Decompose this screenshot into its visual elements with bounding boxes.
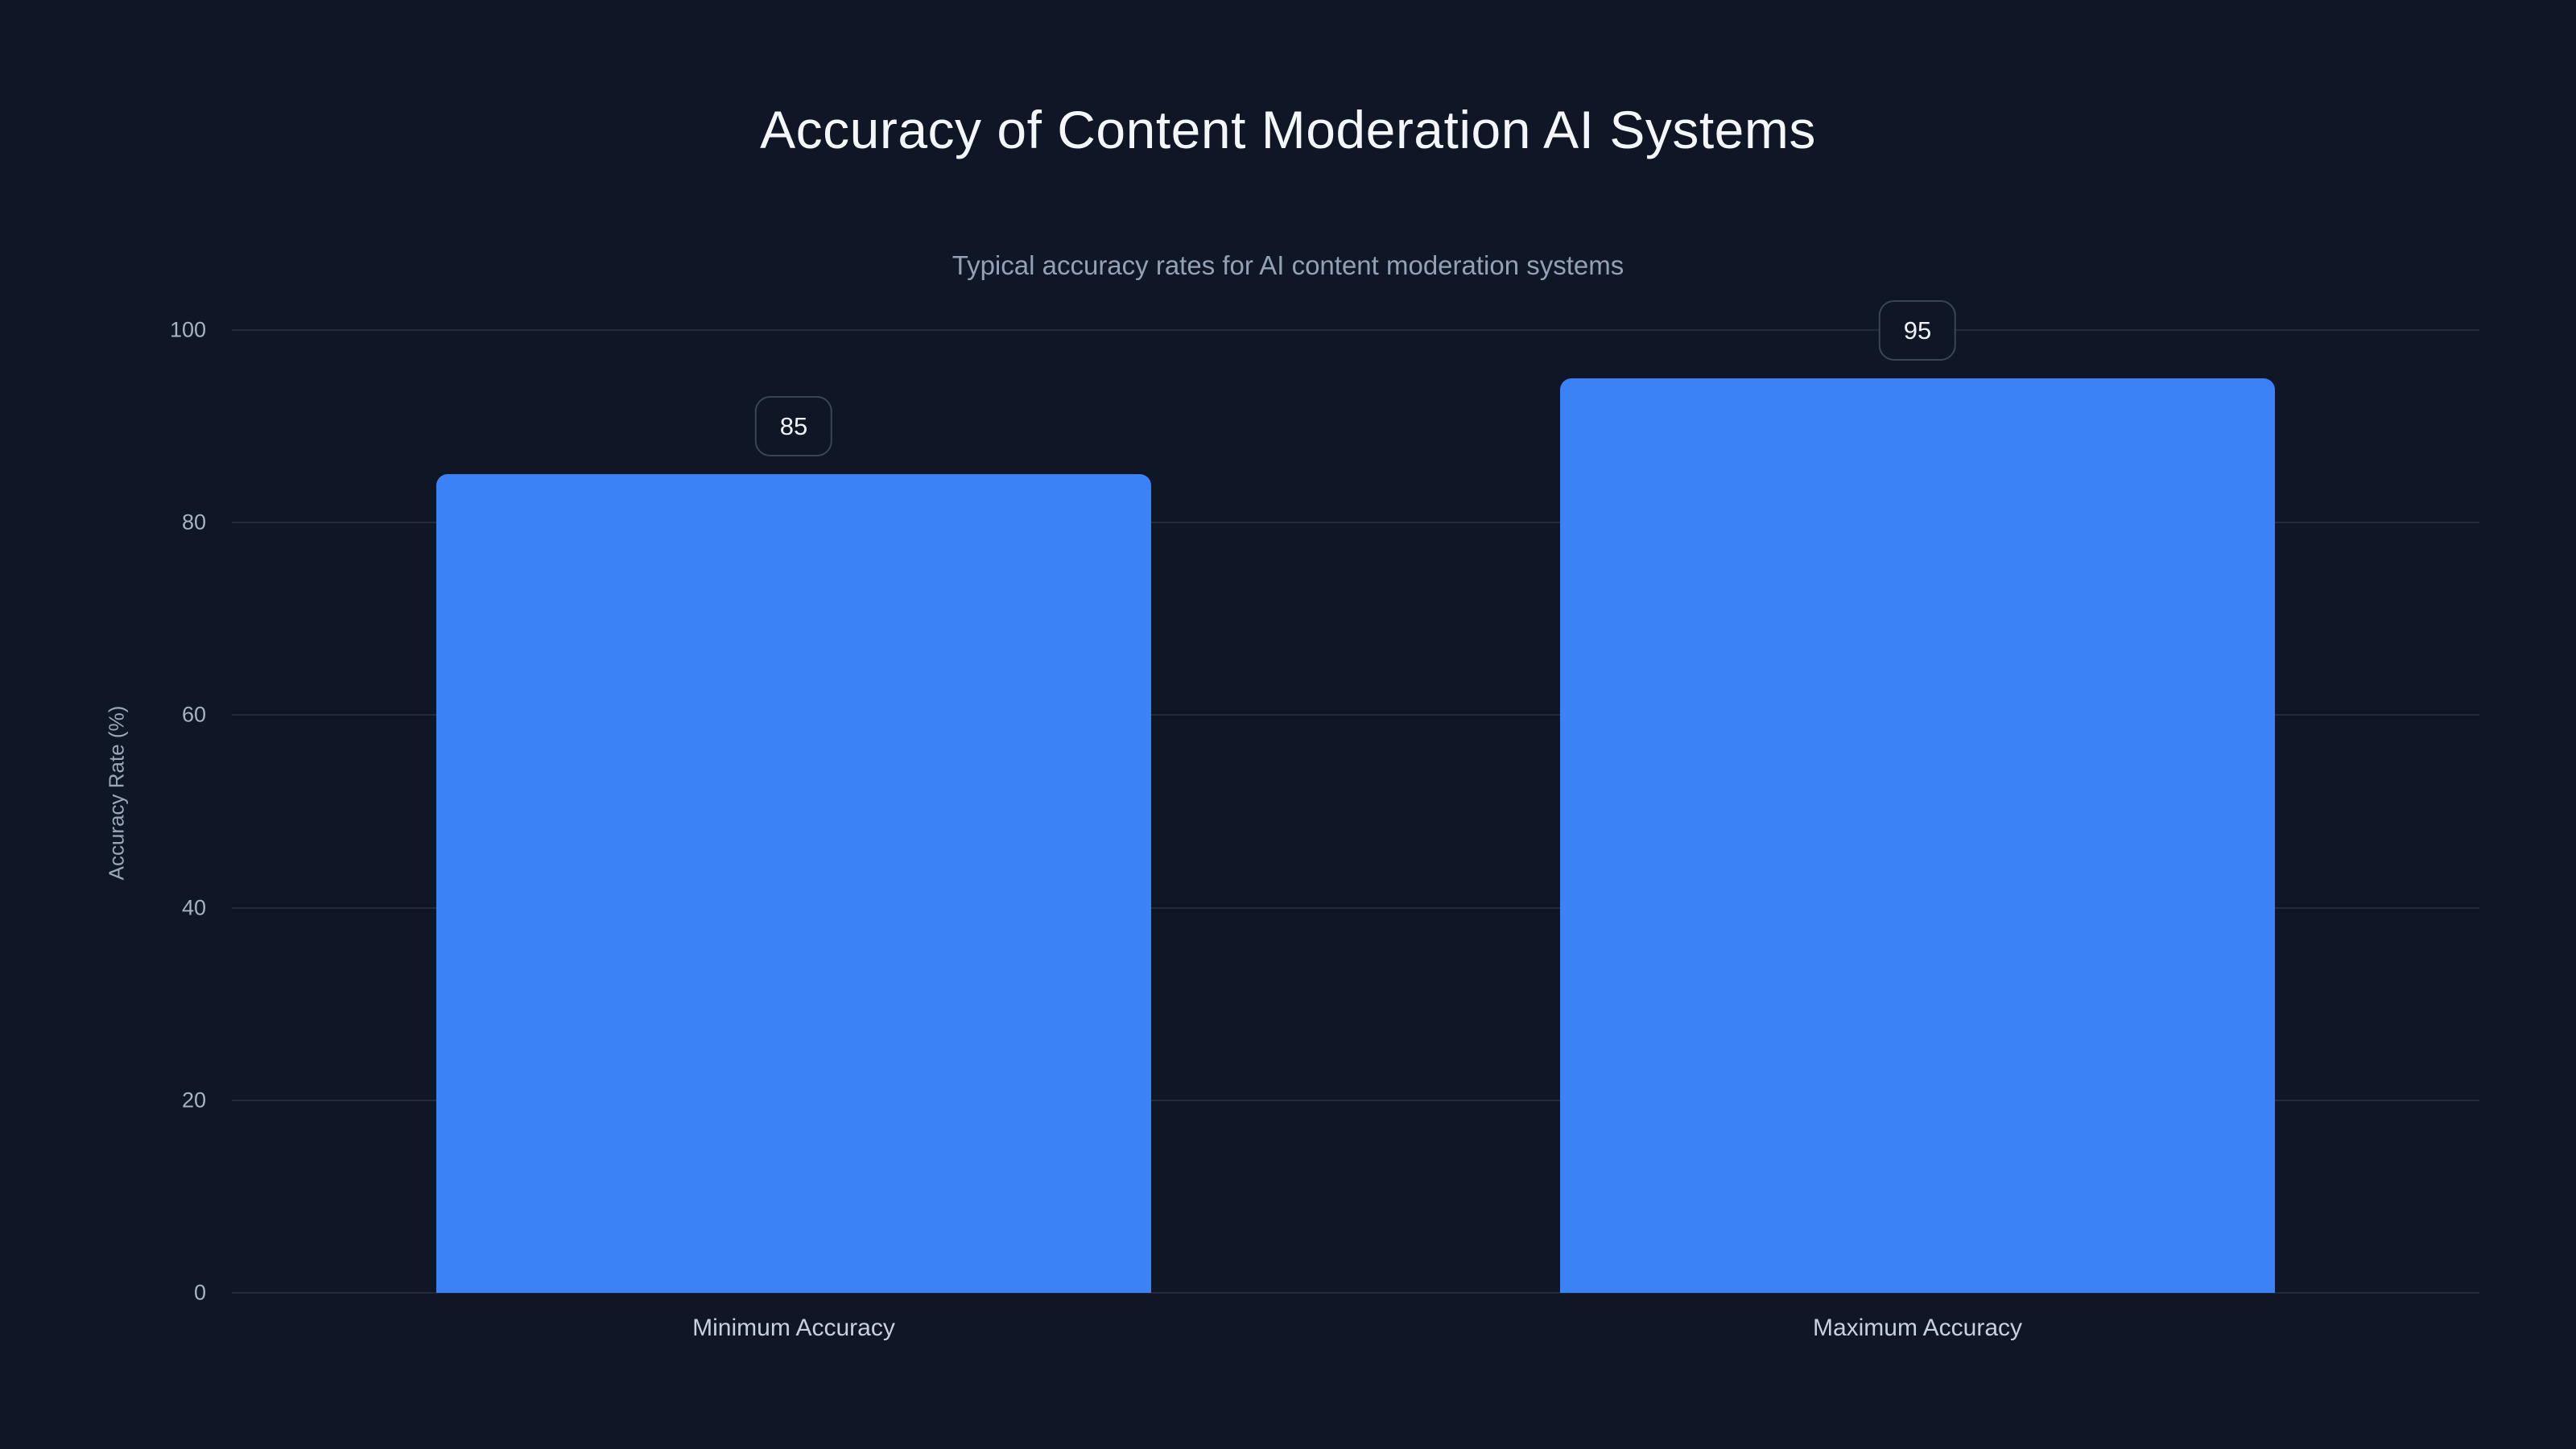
value-badge-minimum-accuracy: 85 [754,396,833,457]
chart-subtitle: Typical accuracy rates for AI content mo… [952,250,1624,280]
x-category-label-maximum-accuracy: Maximum Accuracy [1812,1315,2023,1341]
bar-minimum-accuracy[interactable] [436,474,1151,1293]
x-category-label-minimum-accuracy: Minimum Accuracy [692,1315,895,1341]
chart-title: Accuracy of Content Moderation AI System… [760,100,1816,159]
gridline-100 [232,329,2479,331]
y-tick-label-60: 60 [181,702,206,727]
plot-area: 0 20 40 60 80 100 85 Minimum Accuracy 95 Maximum … [170,299,2479,1341]
gridline-0 [232,1292,2479,1294]
y-axis-label: Accuracy Rate (%) [104,705,129,881]
y-tick-label-0: 0 [193,1280,206,1305]
y-tick-label-20: 20 [181,1088,206,1113]
gridline-80 [232,522,2479,524]
y-tick-label-40: 40 [181,895,206,920]
gridline-20 [232,1099,2479,1101]
y-tick-label-100: 100 [169,317,206,342]
value-badge-maximum-accuracy: 95 [1878,299,1957,361]
bar-maximum-accuracy[interactable] [1560,378,2275,1293]
gridline-60 [232,714,2479,716]
y-tick-label-80: 80 [181,510,206,535]
gridline-40 [232,906,2479,909]
